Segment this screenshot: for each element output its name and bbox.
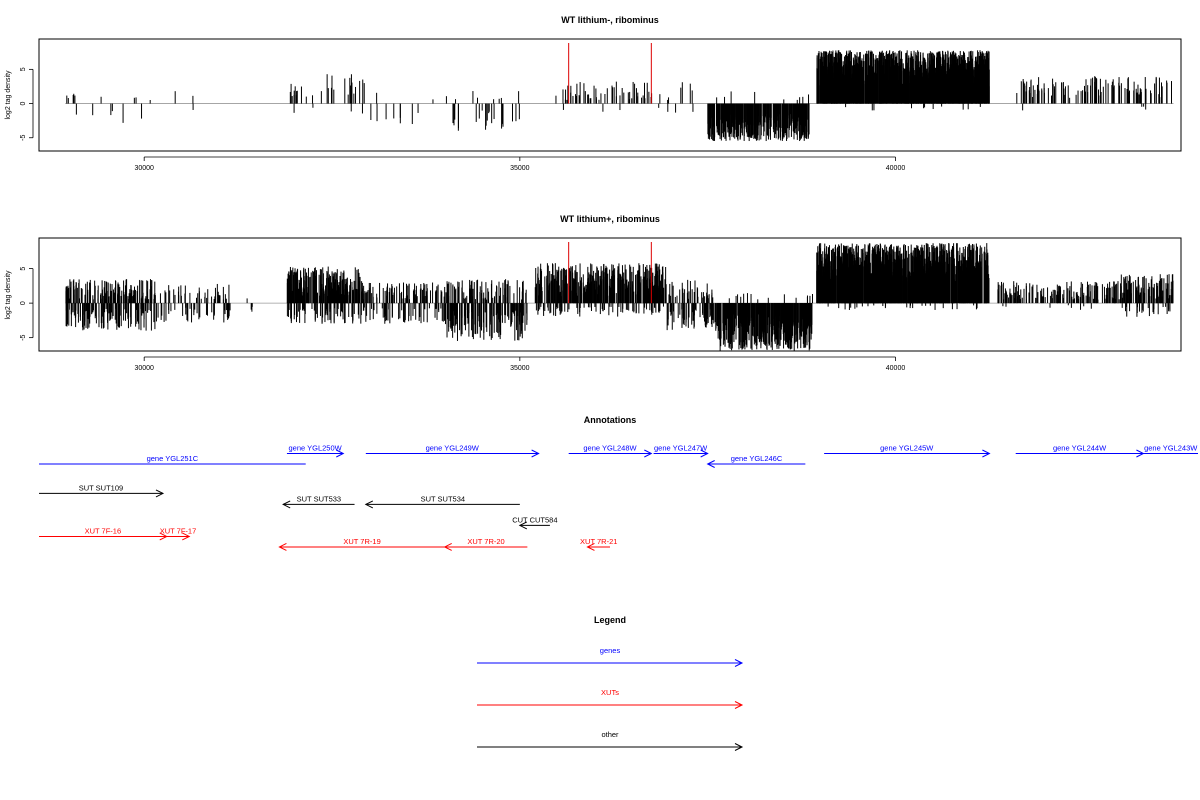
y-axis-label: log2 tag density: [5, 70, 12, 120]
chart-title: WT lithium+, ribominus: [560, 214, 660, 224]
x-tick-label: 40000: [886, 165, 906, 172]
bar-series: [65, 50, 1174, 142]
y-tick-label: -5: [20, 135, 27, 141]
chart-title: WT lithium-, ribominus: [561, 15, 659, 25]
x-tick-label: 30000: [134, 165, 154, 172]
bar-series: [65, 243, 1174, 352]
y-axis-label: log2 tag density: [5, 270, 12, 320]
chart-panel-lithium-plus: WT lithium+, ribominus log2 tag density …: [5, 214, 1182, 372]
y-axis: 5 0 -5: [20, 67, 34, 141]
y-tick-label: 5: [20, 67, 27, 71]
marker-lines: [568, 43, 652, 104]
plot-frame: [38, 38, 1182, 152]
y-tick-label: 0: [20, 102, 27, 106]
x-axis: 30000 35000 40000: [134, 156, 906, 172]
chart-panel-lithium-minus: WT lithium-, ribominus log2 tag density …: [5, 15, 1182, 172]
x-tick-label: 35000: [510, 165, 530, 172]
